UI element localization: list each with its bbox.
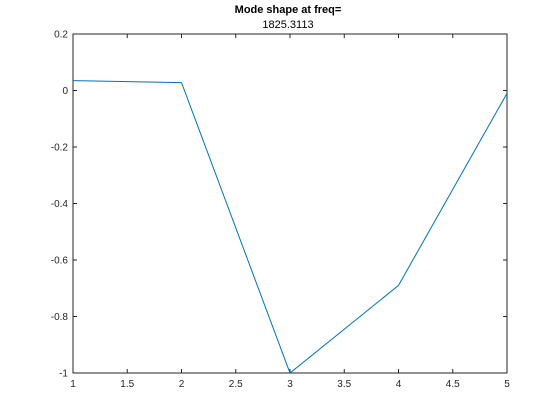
data-point: [73, 80, 74, 81]
x-tick-label: 3: [287, 379, 293, 390]
x-tick-label: 1.5: [120, 379, 134, 390]
data-point: [181, 82, 182, 83]
x-tick-label: 5: [504, 379, 510, 390]
y-tick-label: -1: [59, 369, 68, 380]
chart-subtitle: 1825.3113: [262, 19, 313, 31]
y-tick-label: -0.4: [51, 199, 69, 210]
y-tick-label: -0.8: [51, 312, 69, 323]
y-tick-label: 0.2: [54, 30, 68, 41]
data-point: [507, 93, 508, 94]
x-tick-label: 2: [179, 379, 185, 390]
series-line-0: [72, 80, 508, 374]
data-point: [290, 373, 291, 374]
x-axis: 1 1.5 2 2.5 3 3.5 4 4.5 5: [70, 34, 510, 390]
series-layer: [72, 80, 508, 374]
y-tick-label: -0.2: [51, 143, 69, 154]
x-tick-label: 3.5: [337, 379, 351, 390]
plot-area: 1 1.5 2 2.5 3 3.5 4 4.5 5 -1 -0.8 -0.6 -0.4 -0.2 0 0.2: [51, 30, 510, 391]
y-tick-label: 0: [62, 86, 68, 97]
x-tick-label: 2.5: [229, 379, 243, 390]
y-tick-label: -0.6: [51, 256, 69, 267]
data-point: [398, 285, 399, 286]
x-tick-label: 4: [396, 379, 402, 390]
x-tick-label: 1: [70, 379, 76, 390]
x-tick-label: 4.5: [446, 379, 460, 390]
chart-title: Mode shape at freq=: [235, 4, 342, 16]
y-axis: -1 -0.8 -0.6 -0.4 -0.2 0 0.2: [51, 30, 507, 380]
